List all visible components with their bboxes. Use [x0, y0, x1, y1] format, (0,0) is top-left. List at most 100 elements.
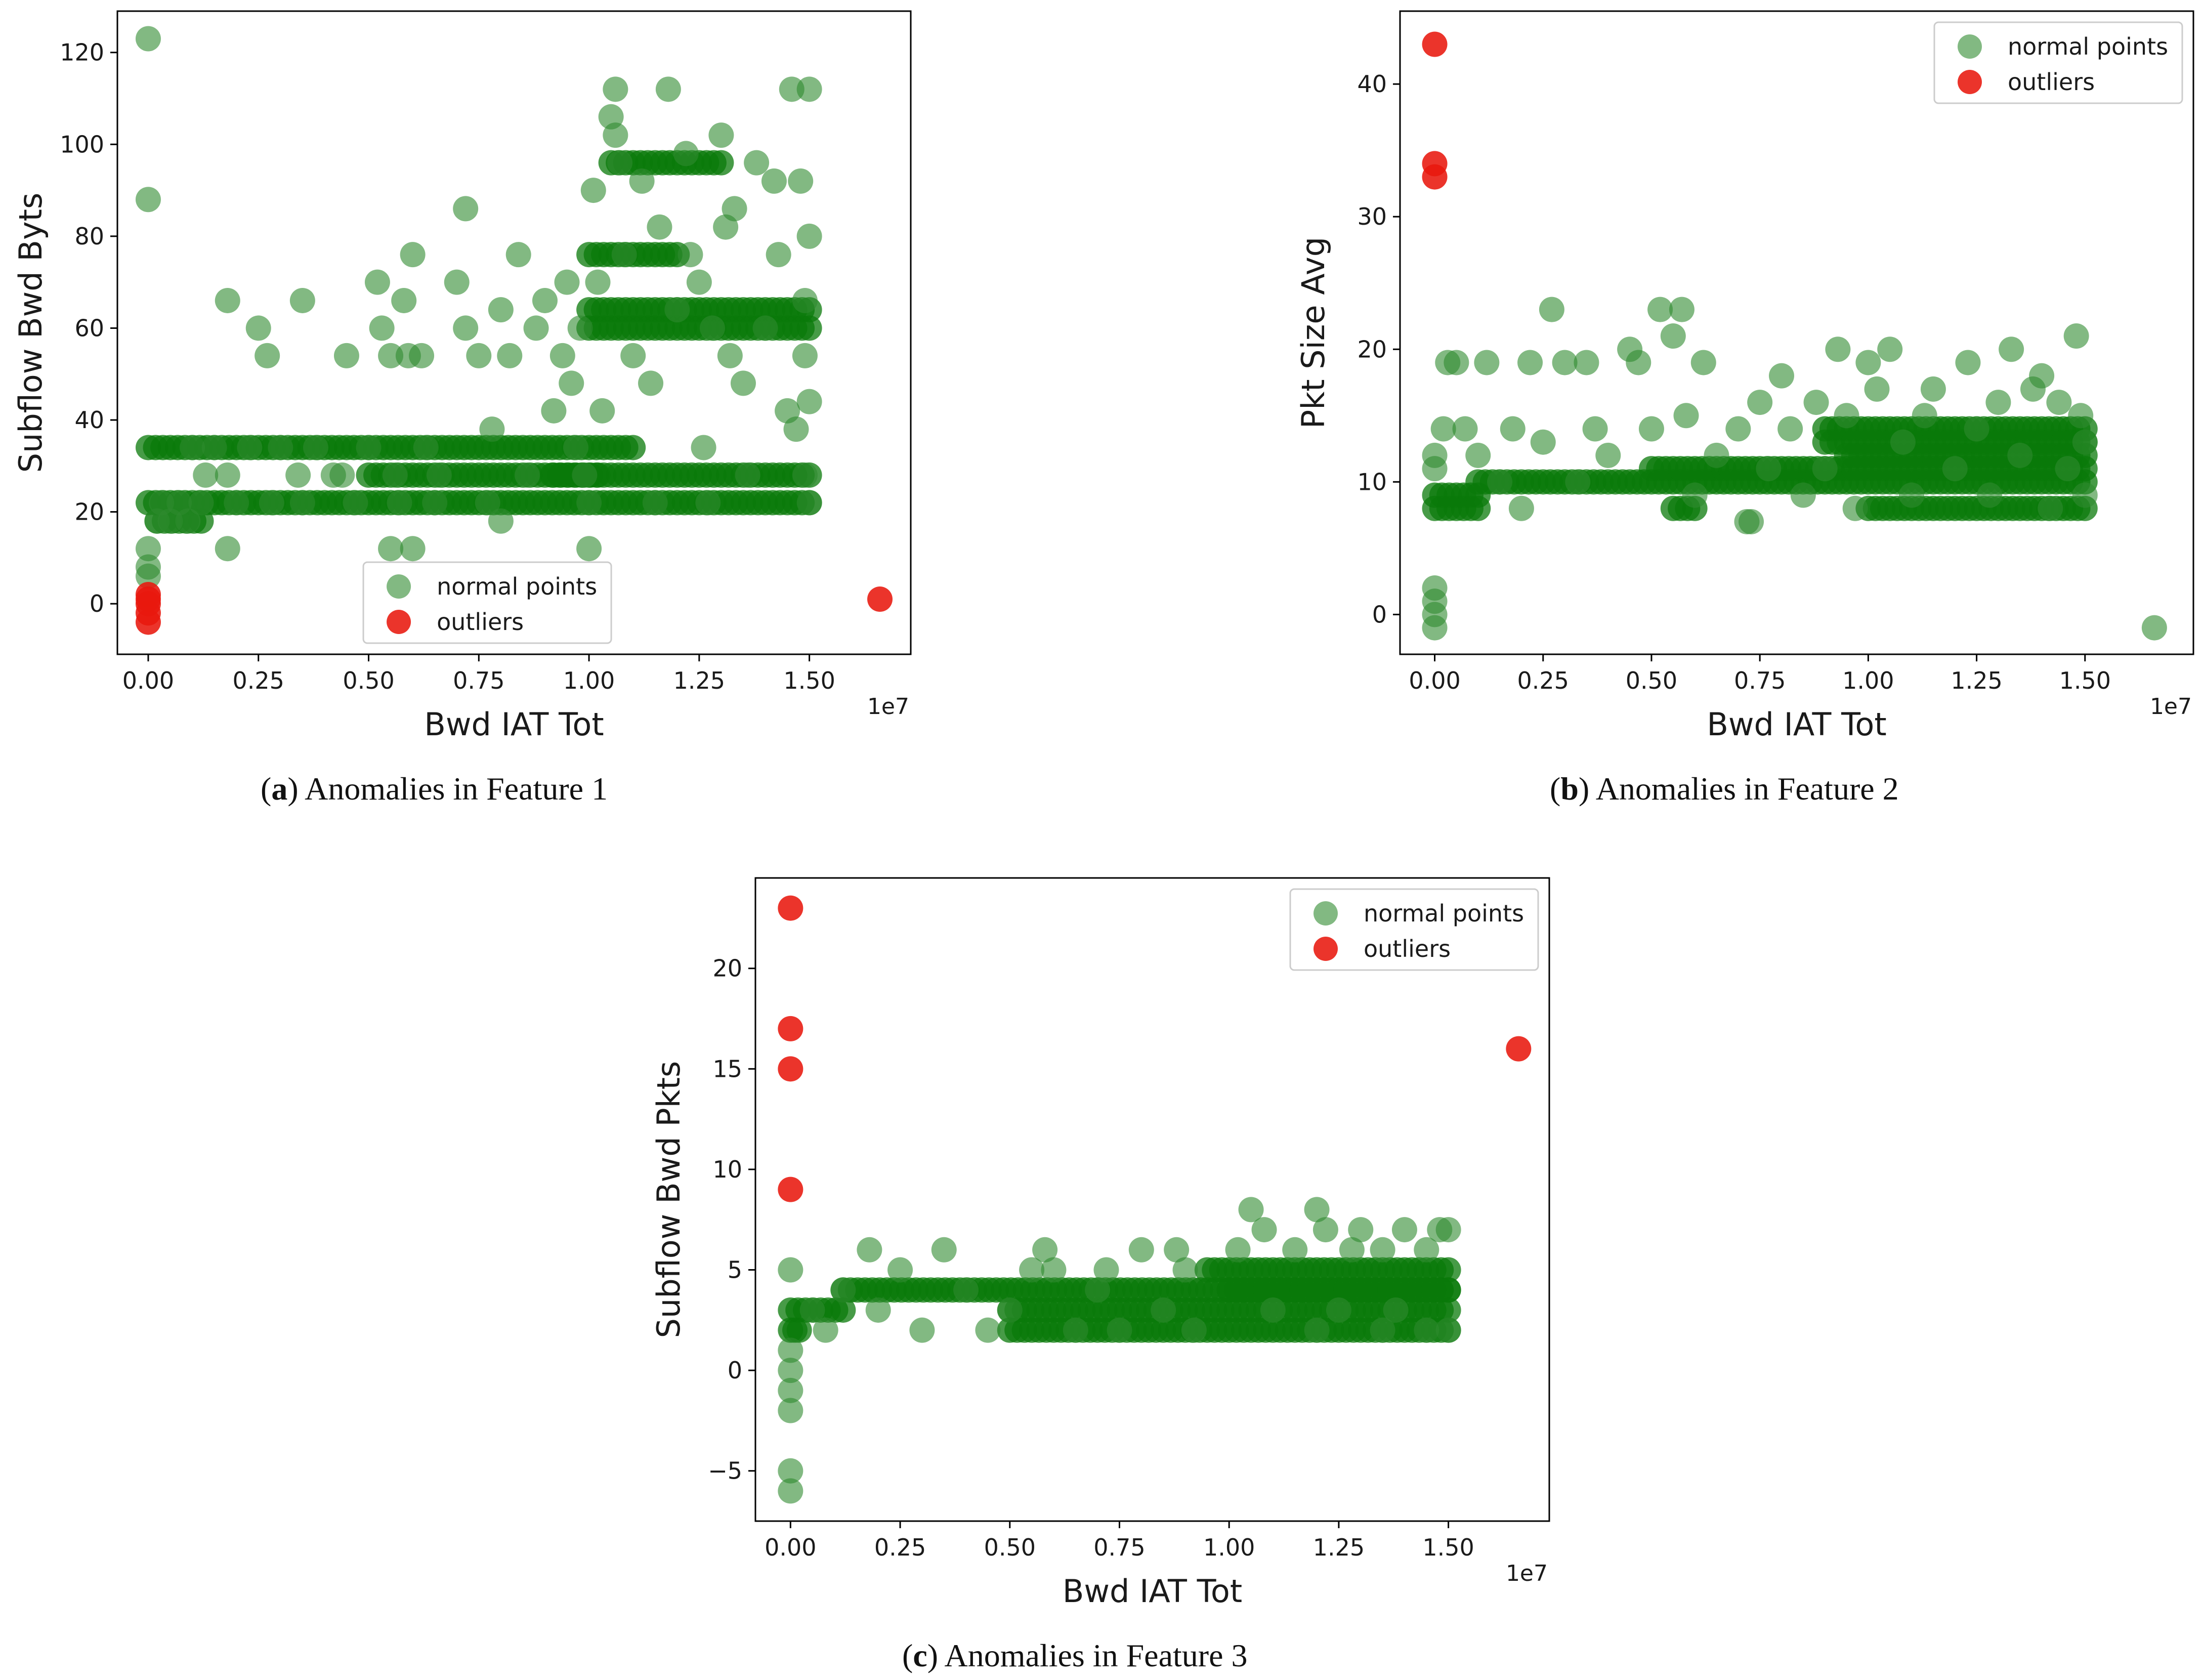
normal-point: [1756, 456, 1782, 482]
normal-point: [369, 315, 395, 341]
normal-point: [953, 1277, 979, 1303]
normal-point: [1803, 390, 1829, 415]
normal-point: [224, 490, 249, 516]
caption-b-text: Anomalies in Feature 2: [1595, 771, 1899, 807]
normal-point: [830, 1297, 856, 1323]
normal-point: [422, 490, 448, 516]
normal-point: [865, 1297, 891, 1323]
y-tick-label: 0: [1372, 601, 1387, 628]
x-tick-label: 1.00: [1203, 1534, 1255, 1561]
normal-point: [778, 1398, 803, 1423]
legend-marker-normal: [1958, 34, 1982, 59]
outlier-point: [778, 1016, 803, 1041]
normal-point: [735, 462, 760, 488]
normal-point: [515, 462, 540, 488]
normal-point: [691, 435, 716, 460]
normal-point: [215, 536, 240, 562]
normal-point: [722, 196, 747, 222]
normal-point: [585, 269, 611, 295]
normal-point: [1725, 416, 1751, 442]
normal-point: [580, 178, 606, 203]
normal-point: [1517, 350, 1543, 375]
y-tick-label: −5: [708, 1457, 742, 1485]
normal-point: [766, 242, 791, 268]
normal-point: [752, 315, 778, 341]
normal-point: [603, 122, 628, 148]
y-axis-label: Subflow Bwd Byts: [12, 193, 49, 473]
caption-a-text: Anomalies in Feature 1: [305, 771, 608, 807]
normal-point: [1430, 416, 1456, 442]
normal-point: [779, 76, 804, 102]
x-tick-label: 1.25: [1951, 667, 2002, 694]
normal-point: [378, 343, 404, 368]
normal-point: [1151, 1297, 1176, 1323]
normal-point: [523, 315, 549, 341]
normal-point: [611, 242, 637, 268]
normal-point: [647, 214, 672, 240]
outlier-point: [1506, 1036, 1532, 1062]
normal-point: [1435, 1217, 1461, 1243]
x-tick-label: 1.25: [673, 667, 725, 694]
normal-point: [778, 1377, 803, 1403]
normal-point: [382, 462, 408, 488]
caption-b: (b) Anomalies in Feature 2: [1550, 771, 1899, 807]
y-tick-label: 0: [728, 1357, 742, 1384]
normal-point: [268, 435, 293, 460]
normal-point: [778, 1337, 803, 1363]
normal-point: [2007, 442, 2033, 468]
legend-frame: [1289, 888, 1539, 971]
normal-point: [1647, 297, 1673, 322]
normal-point: [466, 343, 492, 368]
scatter-points: [1422, 31, 2167, 641]
normal-point: [1669, 297, 1694, 322]
x-offset-label: 1e7: [2150, 694, 2192, 720]
panel-a-scatter-plot: 0.00 0.25 0.50 0.75 1.00 1.25 1.50 0 20 40 60 80 100…: [12, 10, 912, 743]
normal-point: [1487, 469, 1513, 495]
normal-point: [409, 343, 435, 368]
normal-point: [1414, 1317, 1439, 1343]
normal-point: [783, 416, 809, 442]
normal-point: [778, 1478, 803, 1504]
caption-b-label: b: [1560, 771, 1579, 807]
normal-point: [135, 563, 161, 589]
normal-point: [567, 315, 593, 341]
normal-point: [1977, 482, 2003, 508]
normal-point: [1444, 350, 1469, 375]
normal-point: [255, 343, 280, 368]
normal-point: [1574, 350, 1599, 375]
normal-point: [695, 490, 721, 516]
legend-label-normal: normal points: [1364, 900, 1524, 927]
normal-point: [505, 242, 531, 268]
normal-point: [607, 150, 633, 176]
normal-point: [1370, 1237, 1395, 1263]
normal-point: [778, 1358, 803, 1383]
axes-frame: [754, 877, 1550, 1522]
normal-point: [1063, 1317, 1088, 1343]
normal-point: [1877, 337, 1903, 362]
x-tick-label: 0.00: [1409, 667, 1460, 694]
outlier-point: [1422, 31, 1448, 57]
normal-point: [1985, 390, 2011, 415]
normal-point: [761, 168, 787, 194]
y-axis-label: Subflow Bwd Pkts: [650, 1061, 687, 1338]
normal-point: [1508, 495, 1534, 521]
normal-point: [289, 287, 315, 313]
normal-point: [391, 287, 417, 313]
normal-point: [1638, 416, 1664, 442]
scatter-points: [778, 895, 1532, 1504]
normal-point: [1339, 1237, 1365, 1263]
normal-point: [1260, 1297, 1286, 1323]
normal-point: [1326, 1297, 1351, 1323]
normal-point: [541, 398, 567, 424]
y-tick-label: 10: [1357, 468, 1387, 495]
normal-point: [655, 76, 681, 102]
normal-point: [479, 416, 505, 442]
y-tick-label: 40: [74, 406, 104, 434]
x-tick-label: 1.25: [1313, 1534, 1365, 1561]
normal-point: [475, 490, 500, 516]
y-tick-label: 30: [1357, 203, 1387, 230]
normal-point: [2046, 390, 2072, 415]
normal-point: [1435, 1257, 1461, 1283]
legend-label-outlier: outliers: [1364, 935, 1451, 962]
